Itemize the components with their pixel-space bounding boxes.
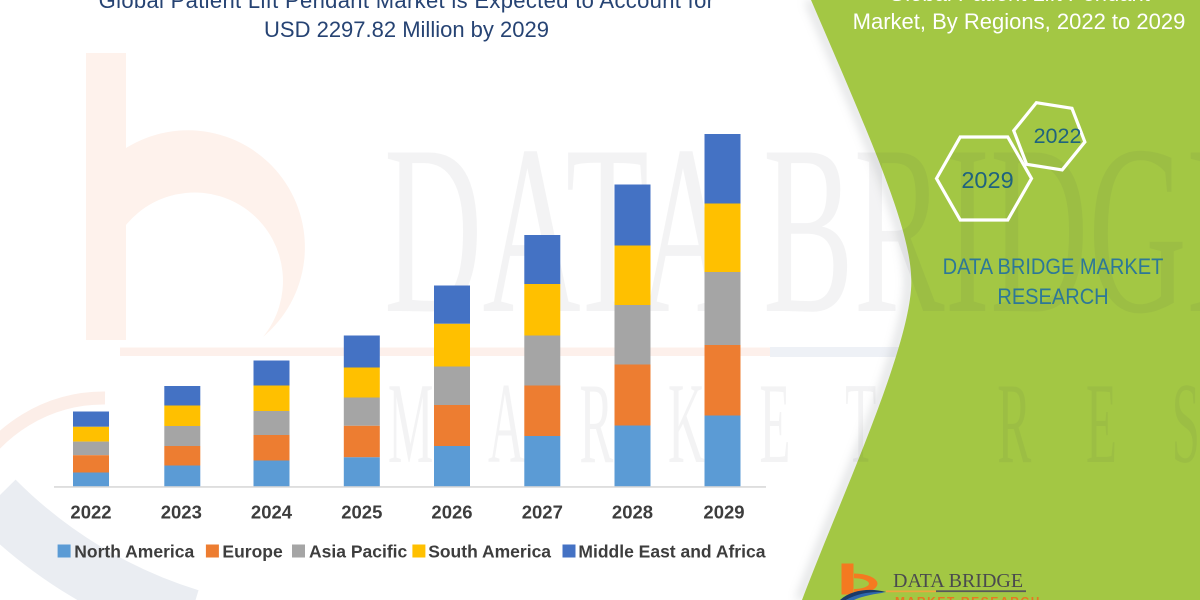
svg-text:2028: 2028 <box>612 502 653 523</box>
svg-text:2029: 2029 <box>703 502 744 523</box>
svg-text:2023: 2023 <box>161 502 202 523</box>
svg-text:2025: 2025 <box>341 502 382 523</box>
svg-text:Asia Pacific: Asia Pacific <box>309 542 408 562</box>
svg-text:2022: 2022 <box>1034 124 1082 148</box>
svg-text:2022: 2022 <box>70 502 111 523</box>
svg-text:MARKET RESEARCH: MARKET RESEARCH <box>388 360 1200 488</box>
svg-text:2027: 2027 <box>522 502 563 523</box>
svg-text:DATA BRIDGE: DATA BRIDGE <box>893 570 1023 592</box>
svg-text:Europe: Europe <box>222 542 283 562</box>
svg-text:MARKET RESEARCH: MARKET RESEARCH <box>895 595 1041 600</box>
svg-text:North America: North America <box>74 542 194 562</box>
svg-text:Middle East and Africa: Middle East and Africa <box>578 542 765 562</box>
svg-text:2029: 2029 <box>961 167 1013 193</box>
svg-text:DATA BRIDGE: DATA BRIDGE <box>384 97 1200 364</box>
svg-text:2026: 2026 <box>431 502 472 523</box>
svg-text:South America: South America <box>428 542 551 562</box>
svg-text:2024: 2024 <box>251 502 293 523</box>
